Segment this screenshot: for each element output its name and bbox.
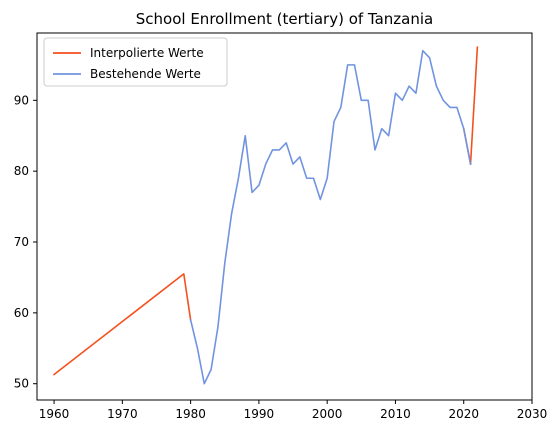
plot-area-frame xyxy=(36,32,533,401)
y-axis: 50 60 70 80 90 xyxy=(14,93,37,391)
series-layer xyxy=(52,46,479,385)
legend-label-0: Interpolierte Werte xyxy=(90,46,204,60)
y-tick-label: 60 xyxy=(14,306,29,320)
x-tick-label: 2010 xyxy=(380,407,411,421)
x-tick-label: 1990 xyxy=(244,407,275,421)
legend: Interpolierte Werte Bestehende Werte xyxy=(43,37,228,87)
y-tick-label: 90 xyxy=(14,93,29,107)
x-tick-label: 2000 xyxy=(312,407,343,421)
x-tick-label: 1980 xyxy=(175,407,206,421)
y-tick-label: 50 xyxy=(14,377,29,391)
series-line-existing-0 xyxy=(189,49,472,385)
series-line-interpolated-0 xyxy=(52,273,192,376)
x-tick-label: 1970 xyxy=(107,407,138,421)
legend-box xyxy=(43,37,228,87)
x-tick-label: 2030 xyxy=(517,407,548,421)
y-tick-label: 80 xyxy=(14,164,29,178)
x-tick-label: 2020 xyxy=(448,407,479,421)
x-tick-label: 1960 xyxy=(39,407,70,421)
y-tick-label: 70 xyxy=(14,235,29,249)
chart-title: School Enrollment (tertiary) of Tanzania xyxy=(136,10,433,28)
x-axis: 1960 1970 1980 1990 2000 2010 2020 2030 xyxy=(39,400,547,421)
legend-label-1: Bestehende Werte xyxy=(90,67,201,81)
